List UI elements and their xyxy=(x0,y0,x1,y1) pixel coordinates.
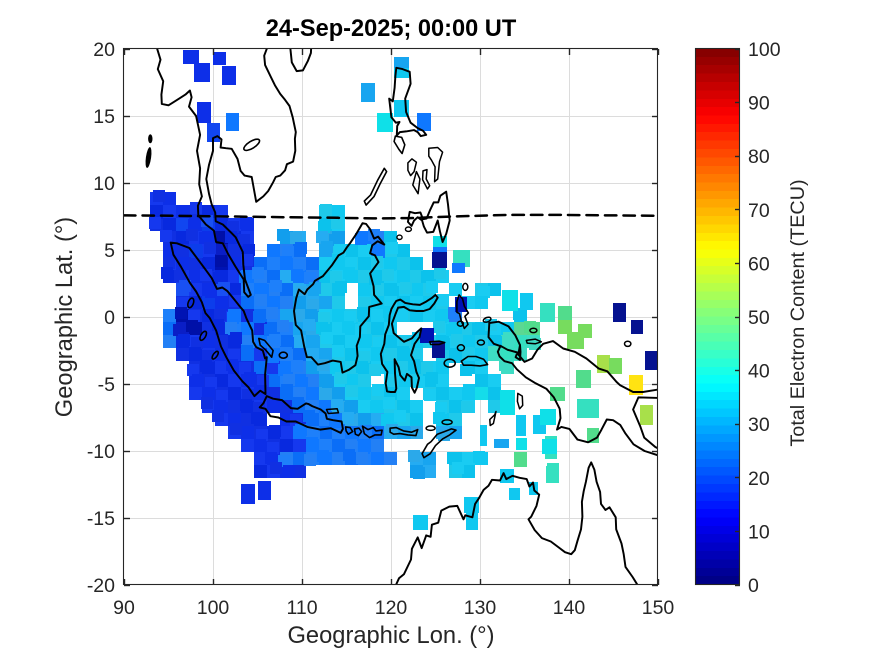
svg-text:10: 10 xyxy=(748,521,770,543)
svg-text:20: 20 xyxy=(93,39,115,61)
svg-text:100: 100 xyxy=(197,597,230,619)
svg-text:80: 80 xyxy=(748,146,770,168)
svg-text:90: 90 xyxy=(748,93,770,115)
svg-text:140: 140 xyxy=(553,597,586,619)
svg-text:24-Sep-2025; 00:00 UT: 24-Sep-2025; 00:00 UT xyxy=(266,16,517,42)
svg-text:Geographic Lat. (°): Geographic Lat. (°) xyxy=(52,217,78,417)
svg-text:15: 15 xyxy=(93,106,115,128)
svg-text:110: 110 xyxy=(286,597,317,619)
svg-text:150: 150 xyxy=(642,597,675,619)
svg-text:100: 100 xyxy=(748,39,781,61)
svg-text:5: 5 xyxy=(104,240,115,262)
svg-text:120: 120 xyxy=(375,597,408,619)
svg-text:70: 70 xyxy=(748,200,770,222)
svg-text:40: 40 xyxy=(748,361,770,383)
svg-text:Geographic Lon. (°): Geographic Lon. (°) xyxy=(288,623,495,649)
svg-text:-15: -15 xyxy=(87,508,115,530)
svg-text:130: 130 xyxy=(464,597,497,619)
svg-text:10: 10 xyxy=(93,173,115,195)
svg-text:50: 50 xyxy=(748,307,770,329)
svg-text:0: 0 xyxy=(104,307,115,329)
svg-text:60: 60 xyxy=(748,253,770,275)
svg-text:90: 90 xyxy=(113,597,135,619)
svg-text:30: 30 xyxy=(748,414,770,436)
svg-text:Total Electron Content (TECU): Total Electron Content (TECU) xyxy=(787,179,809,446)
svg-text:-10: -10 xyxy=(87,441,115,463)
svg-text:20: 20 xyxy=(748,468,770,490)
svg-text:-20: -20 xyxy=(87,575,115,597)
svg-text:0: 0 xyxy=(748,575,759,597)
svg-text:-5: -5 xyxy=(98,374,115,396)
